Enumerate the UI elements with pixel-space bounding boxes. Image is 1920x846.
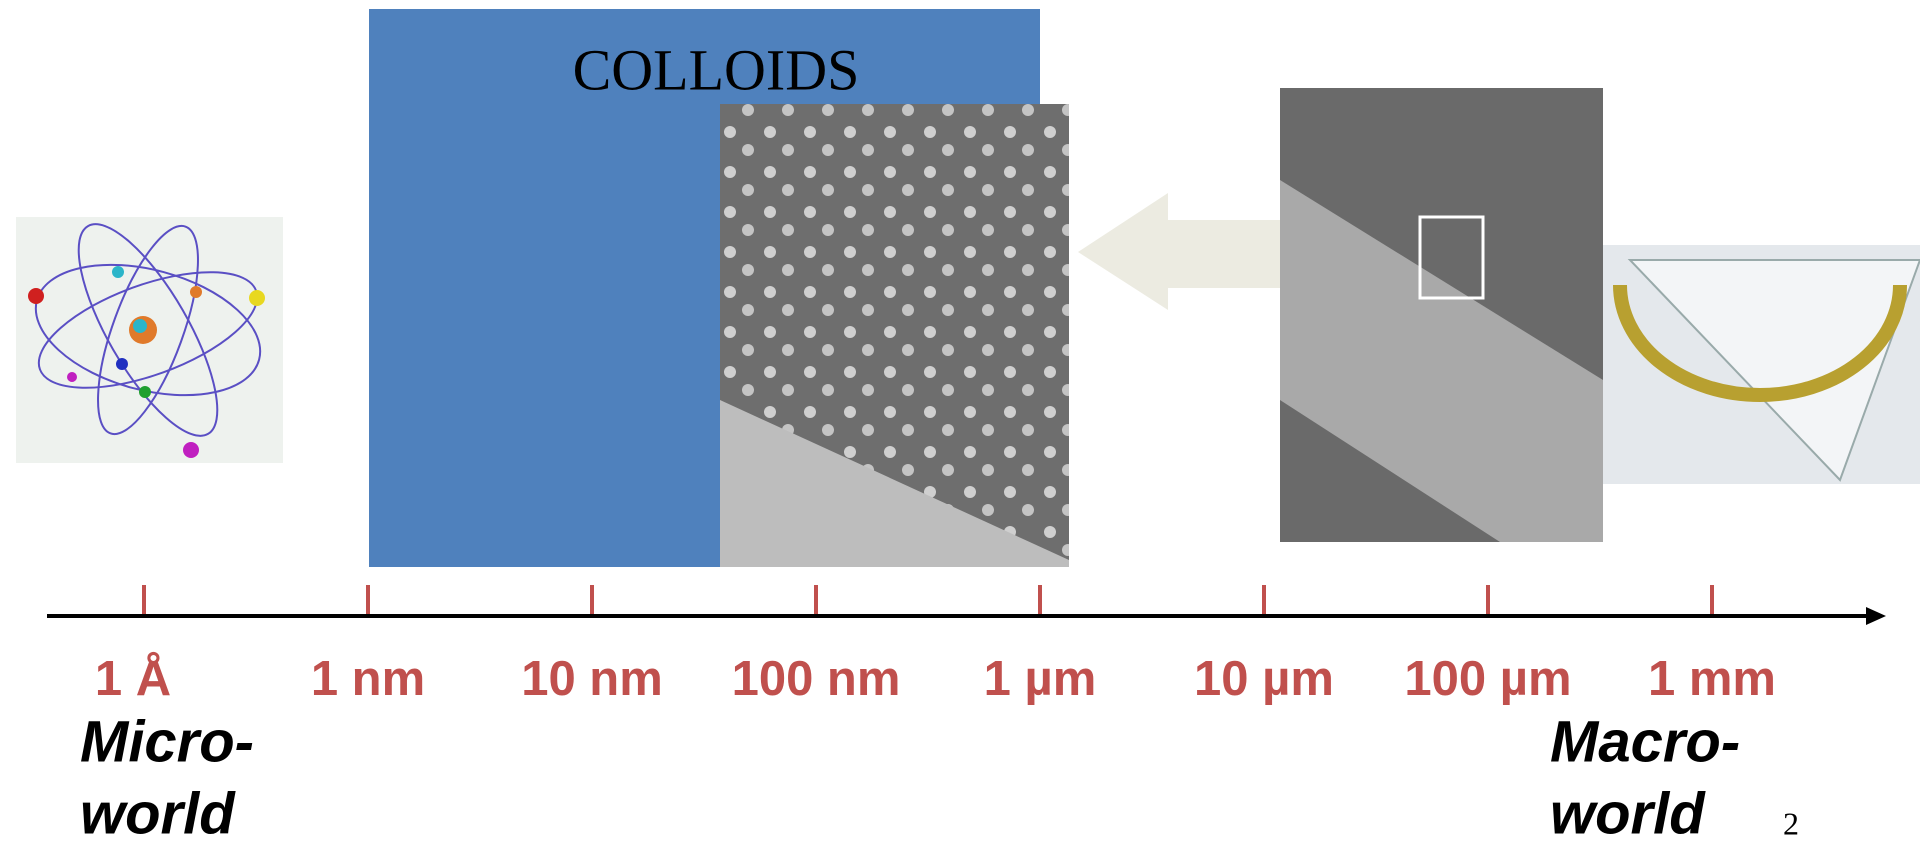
macro-label: world (1550, 781, 1706, 846)
tick-label: 1 nm (311, 652, 425, 706)
slide: COLLOIDS 1 Å 1 nm 10 nm 100 nm 1 µm 10 µm 100 … (0, 0, 1920, 846)
axis-arrowhead (1866, 607, 1886, 625)
sem-image-colloids (720, 104, 1069, 567)
tick-label: 1 Å (95, 652, 171, 706)
tick-label: 10 µm (1194, 652, 1334, 706)
page-number: 2 (1783, 805, 1799, 841)
ruler-image (1603, 245, 1920, 484)
tick-label: 100 µm (1404, 652, 1571, 706)
micro-label: world (80, 781, 236, 846)
macro-label: Macro- (1550, 709, 1740, 774)
title: COLLOIDS (573, 37, 860, 102)
micro-label: Micro- (80, 709, 254, 774)
tick-label: 10 nm (521, 652, 663, 706)
tick-label: 100 nm (732, 652, 901, 706)
sem-image-fiber (1280, 88, 1603, 542)
tick-label: 1 mm (1648, 652, 1776, 706)
atom-image (16, 206, 283, 463)
tick-label: 1 µm (984, 652, 1097, 706)
